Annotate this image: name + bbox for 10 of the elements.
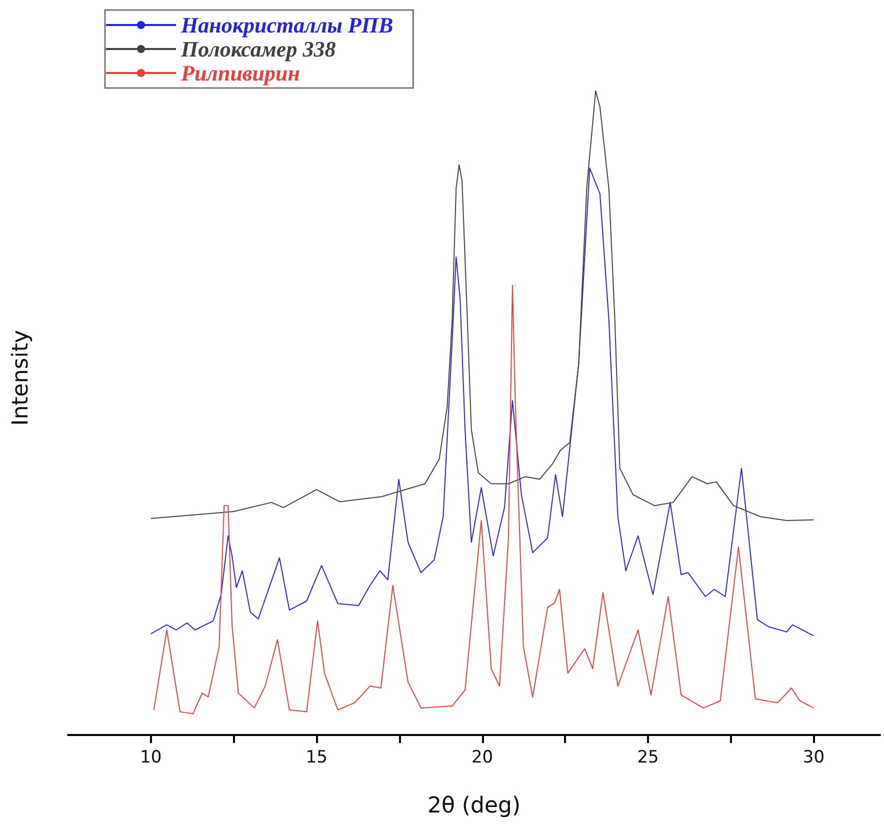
x-tick-label: 15 [306, 748, 328, 768]
legend-label: Рилпивирин [180, 60, 300, 86]
y-axis-title: Intensity [8, 330, 34, 426]
x-axis-title: 2θ (deg) [427, 794, 521, 818]
legend-label: Нанокристаллы РПВ [180, 12, 394, 38]
x-tick-label: 25 [637, 748, 659, 768]
x-tick-label: 20 [471, 748, 494, 768]
x-tick-label: 30 [802, 748, 825, 768]
x-tick-label: 10 [140, 748, 162, 768]
legend-label: Полоксамер 338 [180, 36, 336, 62]
